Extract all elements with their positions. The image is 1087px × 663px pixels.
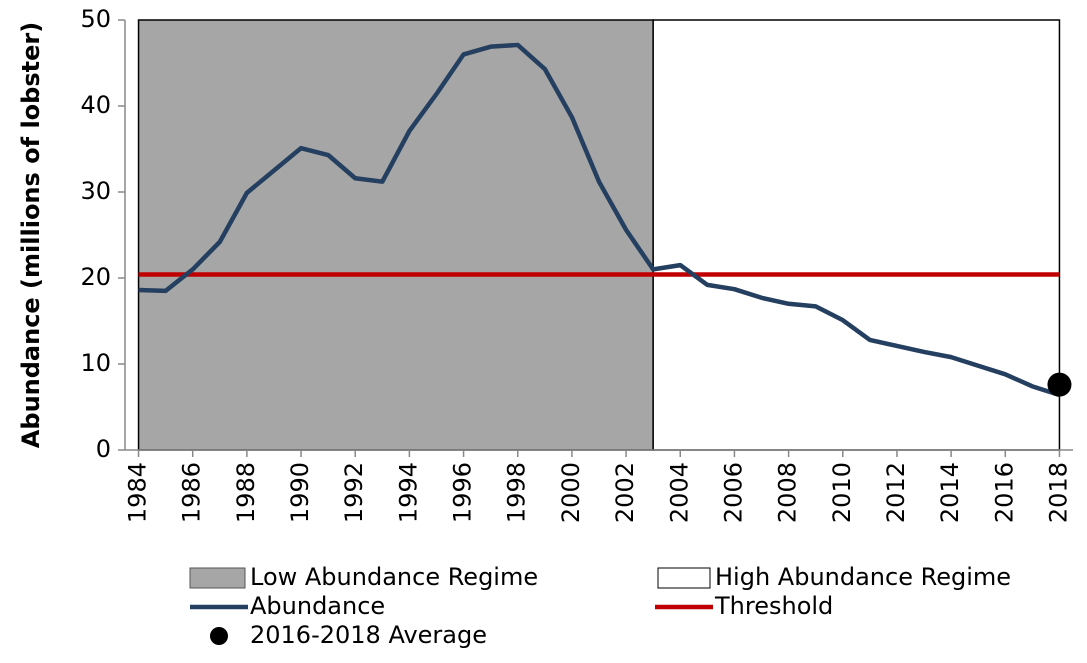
legend-swatch	[657, 567, 711, 589]
average-point	[1047, 372, 1072, 397]
y-tick-label: 30	[80, 177, 111, 205]
y-tick-label: 0	[96, 435, 111, 463]
regime-region	[652, 19, 1061, 451]
x-tick-label: 1986	[178, 462, 206, 523]
legend-label: 2016-2018 Average	[250, 621, 487, 649]
x-tick-label: 1988	[232, 462, 260, 523]
y-tick-label: 50	[80, 5, 111, 33]
x-tick-label: 1994	[394, 462, 422, 523]
legend-label: Abundance	[250, 592, 385, 620]
y-tick-label: 20	[80, 263, 111, 291]
x-tick-label: 2018	[1044, 462, 1072, 523]
x-tick-label: 2012	[882, 462, 910, 523]
abundance-line	[138, 42, 1061, 398]
legend-label: Low Abundance Regime	[250, 563, 538, 591]
x-tick-label: 2014	[936, 462, 964, 523]
x-tick-label: 1998	[503, 462, 531, 523]
y-tick-label: 40	[80, 91, 111, 119]
y-tick-label: 10	[80, 349, 111, 377]
legend-label: Threshold	[714, 592, 833, 620]
x-tick-label: 1990	[286, 462, 314, 523]
x-tick-label: 2008	[774, 462, 802, 523]
y-axis-label: Abundance (millions of lobster)	[17, 22, 45, 448]
x-tick-label: 2010	[828, 462, 856, 523]
x-tick-label: 1996	[449, 462, 477, 523]
regime-region	[137, 19, 654, 451]
x-tick-label: 2004	[665, 462, 693, 523]
x-tick-label: 2000	[557, 462, 585, 523]
x-tick-label: 2002	[611, 462, 639, 523]
legend-swatch	[210, 627, 228, 645]
x-tick-label: 1992	[340, 462, 368, 523]
legend-label: High Abundance Regime	[715, 563, 1011, 591]
x-tick-label: 2006	[719, 462, 747, 523]
x-tick-label: 2016	[990, 462, 1018, 523]
x-tick-label: 1984	[124, 462, 152, 523]
legend-swatch	[189, 567, 246, 589]
